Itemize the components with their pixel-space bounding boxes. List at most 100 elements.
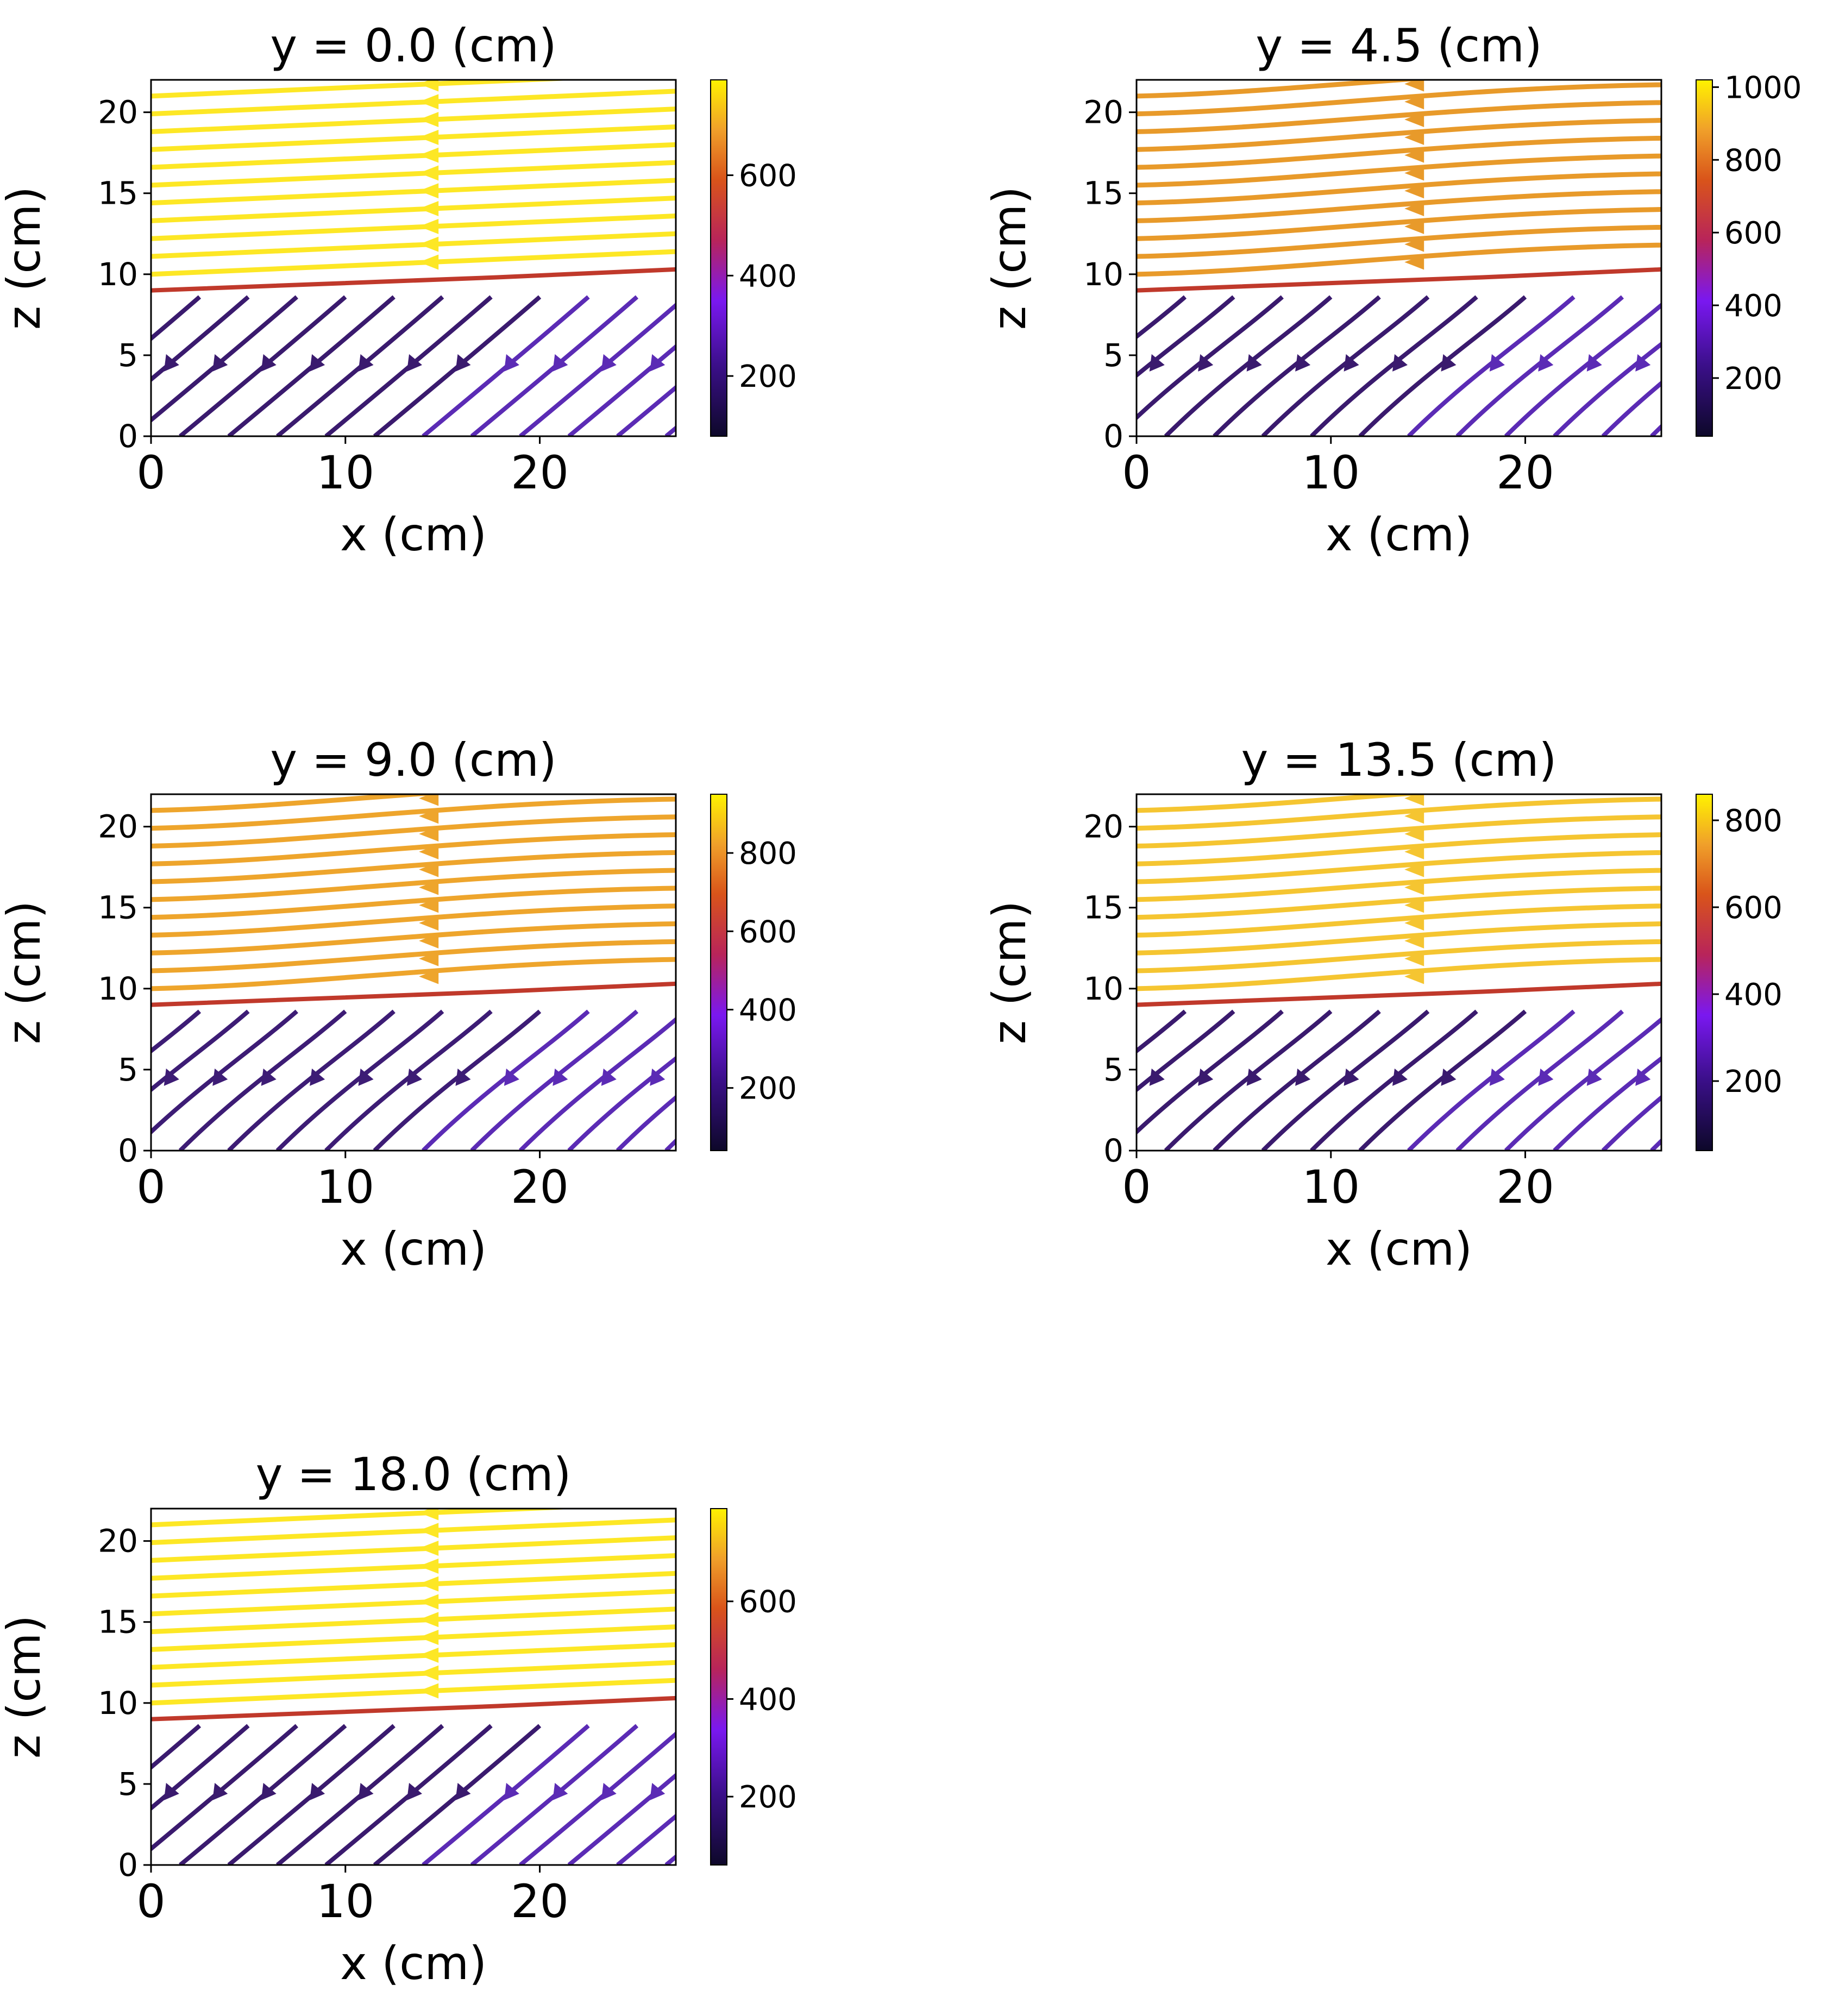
flow-arrow bbox=[1392, 1068, 1408, 1086]
upper-streamline bbox=[151, 850, 676, 884]
panel-title: y = 9.0 (cm) bbox=[270, 733, 556, 787]
flow-arrow bbox=[212, 1068, 228, 1086]
flow-arrow bbox=[419, 1683, 439, 1699]
upper-streamline bbox=[151, 106, 676, 134]
flow-arrow bbox=[601, 1782, 617, 1800]
flow-arrow bbox=[407, 1782, 422, 1800]
colorbar bbox=[710, 794, 727, 1151]
y-tick-label: 10 bbox=[1083, 970, 1123, 1007]
flow-arrow bbox=[310, 354, 325, 372]
y-tick-label: 10 bbox=[98, 970, 138, 1007]
flow-arrow bbox=[419, 80, 439, 92]
flow-arrow bbox=[504, 1068, 519, 1086]
flow-arrow bbox=[1635, 1068, 1651, 1086]
interface-streamline bbox=[1137, 981, 1661, 1007]
upper-streamline bbox=[151, 213, 676, 241]
colorbar-tick-label: 600 bbox=[739, 159, 797, 194]
lower-streamline bbox=[1137, 295, 1187, 340]
upper-streamline bbox=[151, 939, 676, 974]
flow-arrow bbox=[1392, 354, 1408, 372]
y-tick-label: 10 bbox=[98, 256, 138, 293]
flow-arrow bbox=[504, 354, 519, 372]
flow-arrow bbox=[261, 354, 277, 372]
y-tick-label: 10 bbox=[1083, 256, 1123, 293]
y-tick-label: 0 bbox=[118, 1847, 138, 1883]
upper-streamline bbox=[1137, 868, 1661, 902]
x-tick-label: 0 bbox=[1122, 1160, 1151, 1214]
streamlines bbox=[151, 80, 676, 436]
upper-streamline bbox=[1137, 794, 1433, 813]
flow-arrow bbox=[1149, 1068, 1165, 1086]
flow-arrow bbox=[358, 1068, 374, 1086]
upper-streamline bbox=[151, 1678, 676, 1706]
colorbar-tick-label: 600 bbox=[1724, 890, 1782, 926]
flow-arrow bbox=[407, 354, 422, 372]
flow-arrow bbox=[1404, 80, 1424, 92]
y-tick-label: 15 bbox=[98, 1604, 138, 1641]
flow-arrow bbox=[419, 897, 439, 913]
flow-arrow bbox=[212, 1782, 228, 1800]
x-tick-label: 0 bbox=[136, 446, 165, 499]
flow-arrow bbox=[261, 1068, 277, 1086]
flow-arrow bbox=[1198, 1068, 1214, 1086]
upper-streamline bbox=[1137, 939, 1661, 974]
y-tick-label: 20 bbox=[1083, 94, 1123, 131]
upper-streamline bbox=[151, 231, 676, 259]
interface-streamline bbox=[151, 981, 676, 1007]
flow-arrow bbox=[419, 1509, 439, 1521]
flow-arrow bbox=[419, 915, 439, 931]
y-axis-label: z (cm) bbox=[0, 1615, 51, 1758]
flow-arrow bbox=[1635, 354, 1651, 372]
flow-arrow bbox=[419, 794, 439, 806]
flow-arrow bbox=[419, 1576, 439, 1592]
flow-arrow bbox=[601, 354, 617, 372]
upper-streamline bbox=[151, 868, 676, 902]
colorbar-tick-label: 400 bbox=[1724, 977, 1782, 1013]
colorbar bbox=[710, 79, 727, 437]
upper-streamline bbox=[151, 1660, 676, 1688]
panel-title: y = 13.5 (cm) bbox=[1241, 733, 1557, 787]
flow-arrow bbox=[1404, 147, 1424, 163]
colorbar-tick-label: 200 bbox=[1724, 361, 1782, 397]
flow-arrow bbox=[1295, 1068, 1311, 1086]
y-tick-label: 5 bbox=[1103, 1051, 1123, 1088]
upper-streamline bbox=[1137, 100, 1661, 134]
y-tick-label: 5 bbox=[118, 1051, 138, 1088]
upper-streamline bbox=[151, 1588, 676, 1617]
flow-arrow bbox=[1586, 1068, 1602, 1086]
colorbar-tick-label: 800 bbox=[1724, 803, 1782, 839]
streamlines bbox=[151, 1509, 676, 1865]
flow-arrow bbox=[553, 1068, 568, 1086]
upper-streamline bbox=[151, 80, 583, 99]
flow-arrow bbox=[1246, 354, 1262, 372]
flow-arrow bbox=[419, 1630, 439, 1646]
flow-arrow bbox=[164, 1068, 179, 1086]
upper-streamline bbox=[151, 921, 676, 956]
upper-streamline bbox=[151, 957, 676, 991]
y-axis-label: z (cm) bbox=[0, 901, 51, 1044]
flow-arrow bbox=[358, 1782, 374, 1800]
colorbar-tick-label: 1000 bbox=[1724, 70, 1802, 105]
flow-arrow bbox=[358, 354, 374, 372]
flow-arrow bbox=[455, 1068, 471, 1086]
x-axis-label: x (cm) bbox=[340, 1222, 487, 1276]
y-tick-label: 20 bbox=[98, 94, 138, 131]
lower-streamline bbox=[151, 1009, 202, 1054]
flow-arrow bbox=[1344, 1068, 1359, 1086]
upper-streamline bbox=[151, 832, 676, 866]
x-tick-label: 10 bbox=[1302, 446, 1360, 499]
flow-arrow bbox=[419, 933, 439, 949]
flow-arrow bbox=[553, 1782, 568, 1800]
x-axis-label: x (cm) bbox=[340, 1937, 487, 1990]
colorbar-tick-label: 400 bbox=[739, 259, 797, 294]
flow-arrow bbox=[1404, 880, 1424, 895]
flow-arrow bbox=[455, 1782, 471, 1800]
upper-streamline bbox=[151, 196, 676, 223]
colorbar-tick-label: 400 bbox=[739, 993, 797, 1028]
upper-streamline bbox=[151, 1535, 676, 1563]
flow-arrow bbox=[419, 844, 439, 859]
